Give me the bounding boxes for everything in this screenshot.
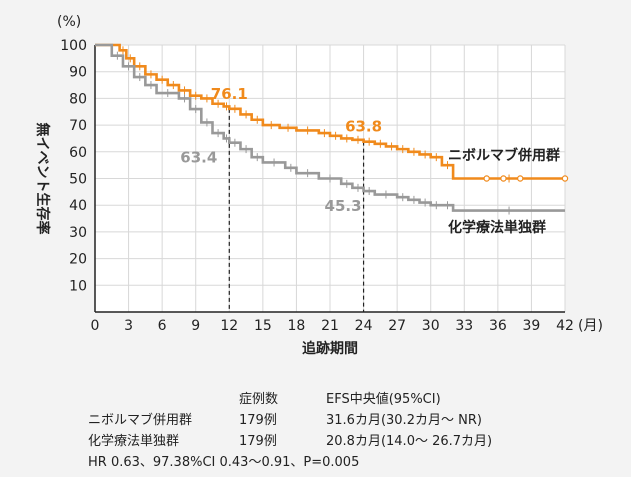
x-tick-label: 24 (355, 318, 373, 334)
y-tick-label: 10 (69, 278, 87, 294)
row-chemo-group: 化学療法単独群 (88, 434, 180, 449)
x-tick-label: 6 (158, 318, 167, 334)
x-tick-label: 30 (422, 318, 440, 334)
y-tick-label: 40 (69, 198, 87, 214)
row-chemo-n: 179例 (239, 434, 277, 449)
y-tick-label: 100 (60, 38, 87, 54)
series-line-1 (95, 43, 565, 212)
row-nivolumab-group: ニボルマブ併用群 (88, 413, 193, 428)
censor-circle (483, 175, 490, 182)
y-tick-label: 70 (69, 118, 87, 134)
censor-circle (561, 175, 569, 182)
y-tick-label: 30 (69, 225, 87, 241)
data-label: 76.1 (211, 85, 248, 103)
x-tick-label: 3 (124, 318, 133, 334)
data-label: 63.4 (180, 149, 217, 167)
x-tick-label: 33 (455, 318, 473, 334)
x-tick-label: 15 (254, 318, 272, 334)
header-n: 症例数 (239, 392, 279, 407)
x-unit-label: (月) (578, 318, 603, 334)
series-label-nivolumab: ニボルマブ併用群 (448, 147, 560, 164)
x-tick-label: 9 (191, 318, 200, 334)
data-label: 45.3 (325, 197, 362, 215)
y-tick-label: 80 (69, 91, 87, 107)
y-axis-title: 無イベント生存率 (34, 123, 51, 235)
x-tick-label: 18 (288, 318, 306, 334)
x-tick-label: 27 (388, 318, 406, 334)
x-axis-title: 追跡期間 (302, 340, 358, 357)
stats-footnote: HR 0.63、97.38%CI 0.43〜0.91、P=0.005 (88, 455, 360, 470)
row-nivolumab-n: 179例 (239, 413, 277, 428)
x-tick-label: 12 (220, 318, 238, 334)
x-tick-label: 39 (523, 318, 541, 334)
series-label-chemo: 化学療法単独群 (448, 219, 546, 236)
x-tick-label: 0 (91, 318, 100, 334)
y-tick-label: 20 (69, 252, 87, 268)
y-tick-label: 90 (69, 65, 87, 81)
x-tick-label: 42 (556, 318, 574, 334)
x-tick-label: 21 (321, 318, 339, 334)
censor-circle (517, 175, 524, 182)
y-tick-label: 60 (69, 145, 87, 161)
header-efs: EFS中央値(95%CI) (326, 392, 441, 407)
y-tick-label: 50 (69, 172, 87, 188)
data-label: 63.8 (345, 118, 382, 136)
censor-circle (500, 175, 507, 182)
x-tick-label: 36 (489, 318, 507, 334)
row-nivolumab-efs: 31.6カ月(30.2カ月〜 NR) (326, 413, 482, 428)
row-chemo-efs: 20.8カ月(14.0〜 26.7カ月) (326, 434, 493, 449)
y-unit-label: (%) (57, 14, 81, 30)
